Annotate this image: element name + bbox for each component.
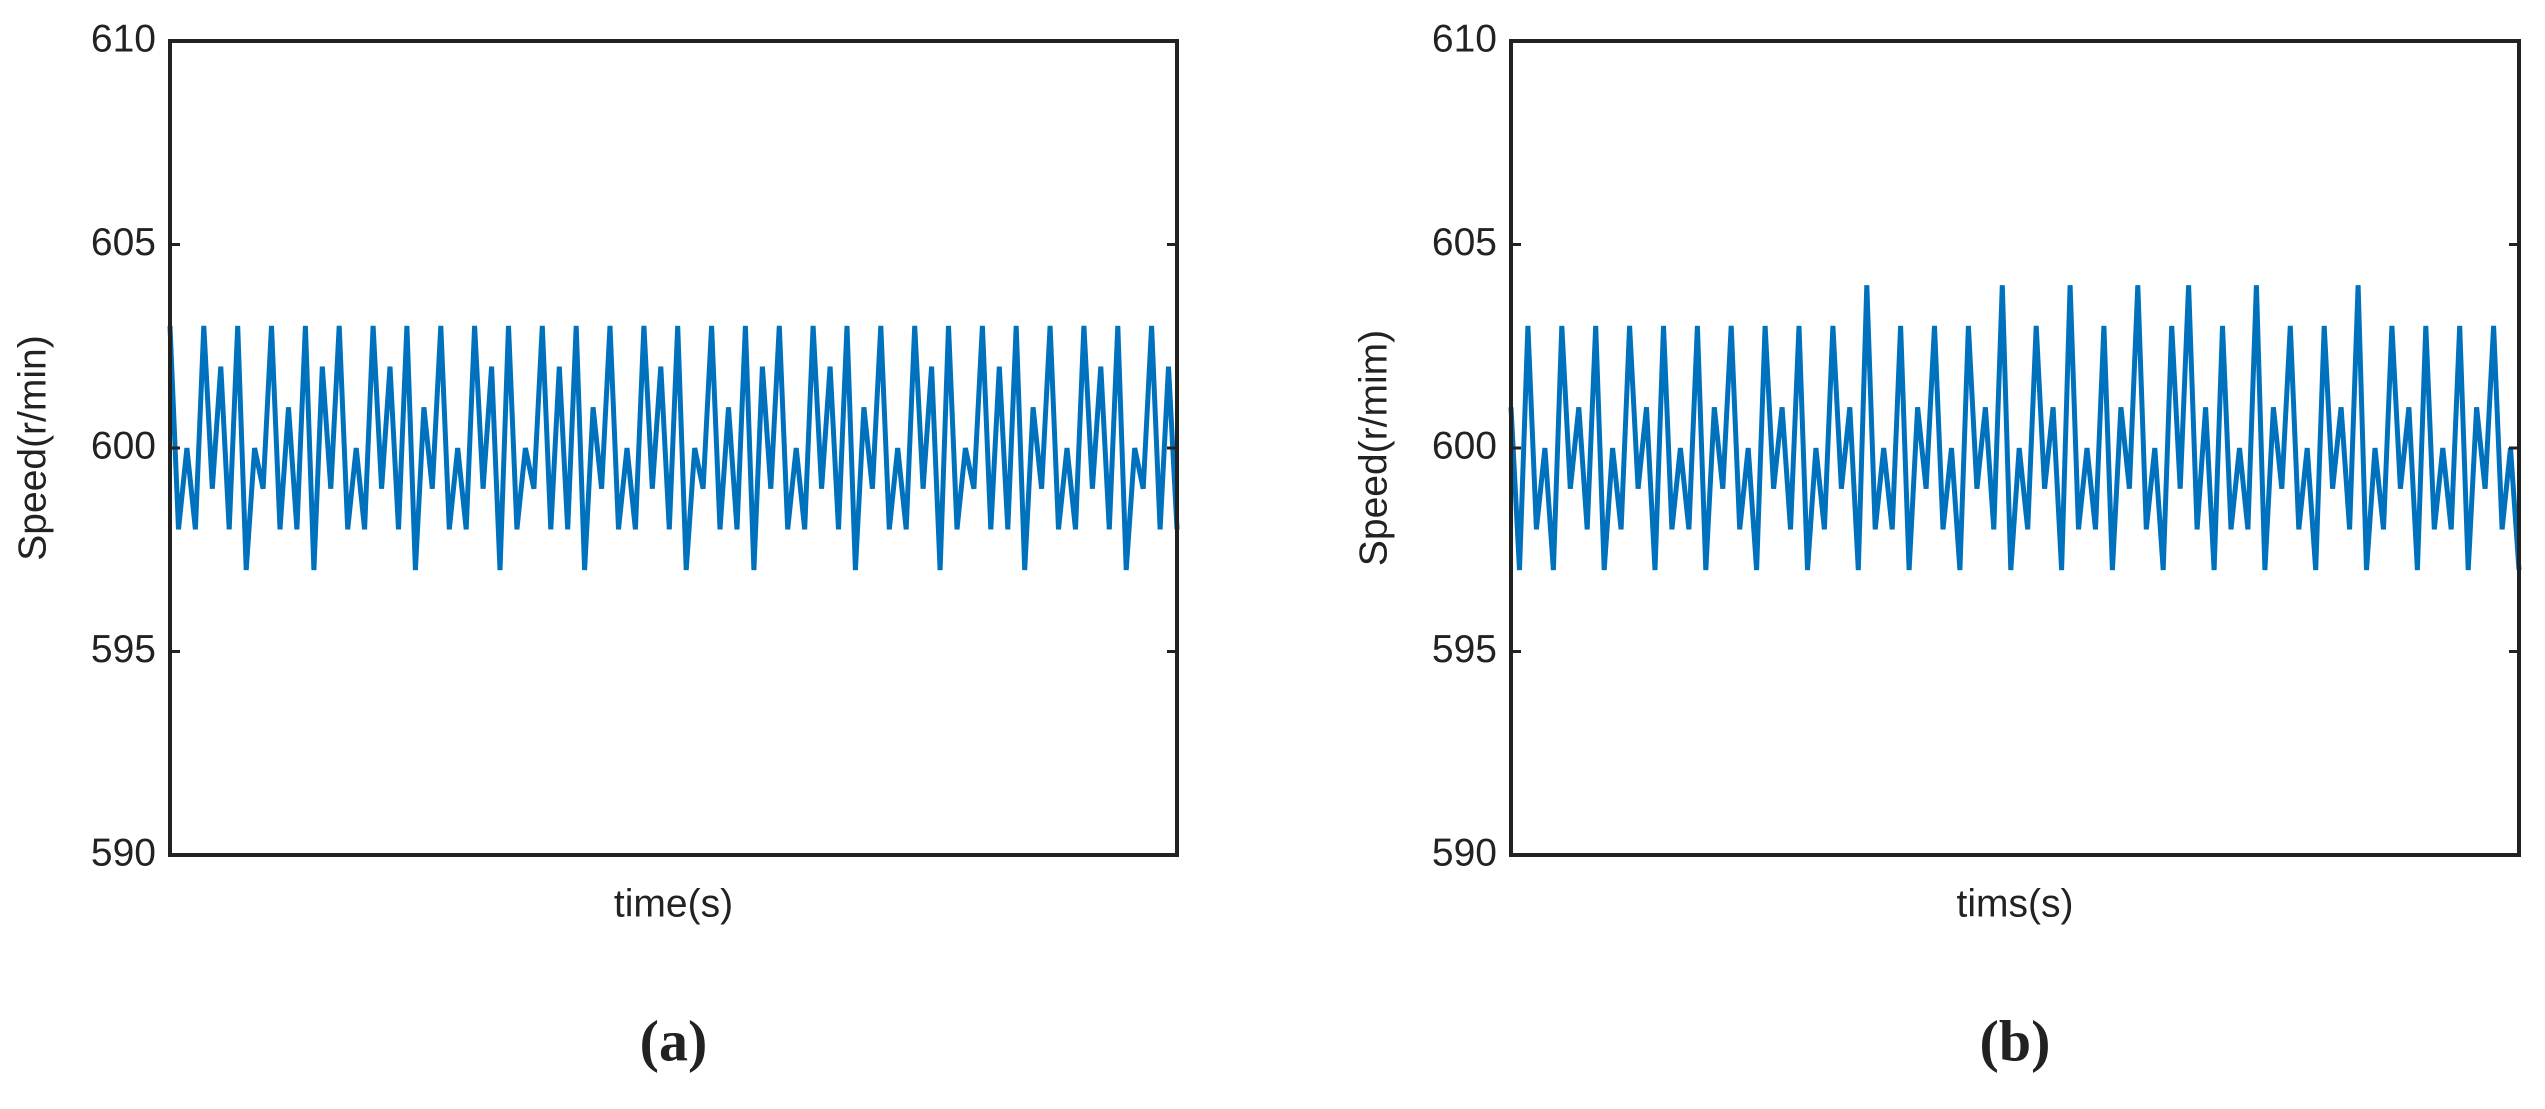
data-line: [167, 325, 1180, 571]
axes-box: [168, 39, 1179, 857]
y-tick-label: 595: [91, 628, 156, 671]
y-tick-label: 600: [91, 424, 156, 467]
y-axis-label: Speed(r/mim): [1352, 330, 1395, 566]
y-tick-label: 600: [1432, 424, 1497, 467]
y-tick-label: 590: [1432, 831, 1497, 874]
y-tick-label: 595: [1432, 628, 1497, 671]
y-tick-label: 610: [91, 17, 156, 60]
data-line: [1508, 285, 2522, 571]
y-tick-label: 605: [1432, 221, 1497, 264]
y-axis-label: Speed(r/min): [11, 335, 54, 560]
axes-box: [1509, 39, 2521, 857]
x-axis-label: tims(s): [1957, 882, 2074, 925]
y-tick-label: 605: [91, 221, 156, 264]
y-tick-label: 590: [91, 831, 156, 874]
subplot-label: (b): [1980, 1008, 2051, 1073]
y-tick-label: 610: [1432, 17, 1497, 60]
subplot-label: (a): [640, 1008, 708, 1073]
x-axis-label: time(s): [614, 882, 733, 925]
